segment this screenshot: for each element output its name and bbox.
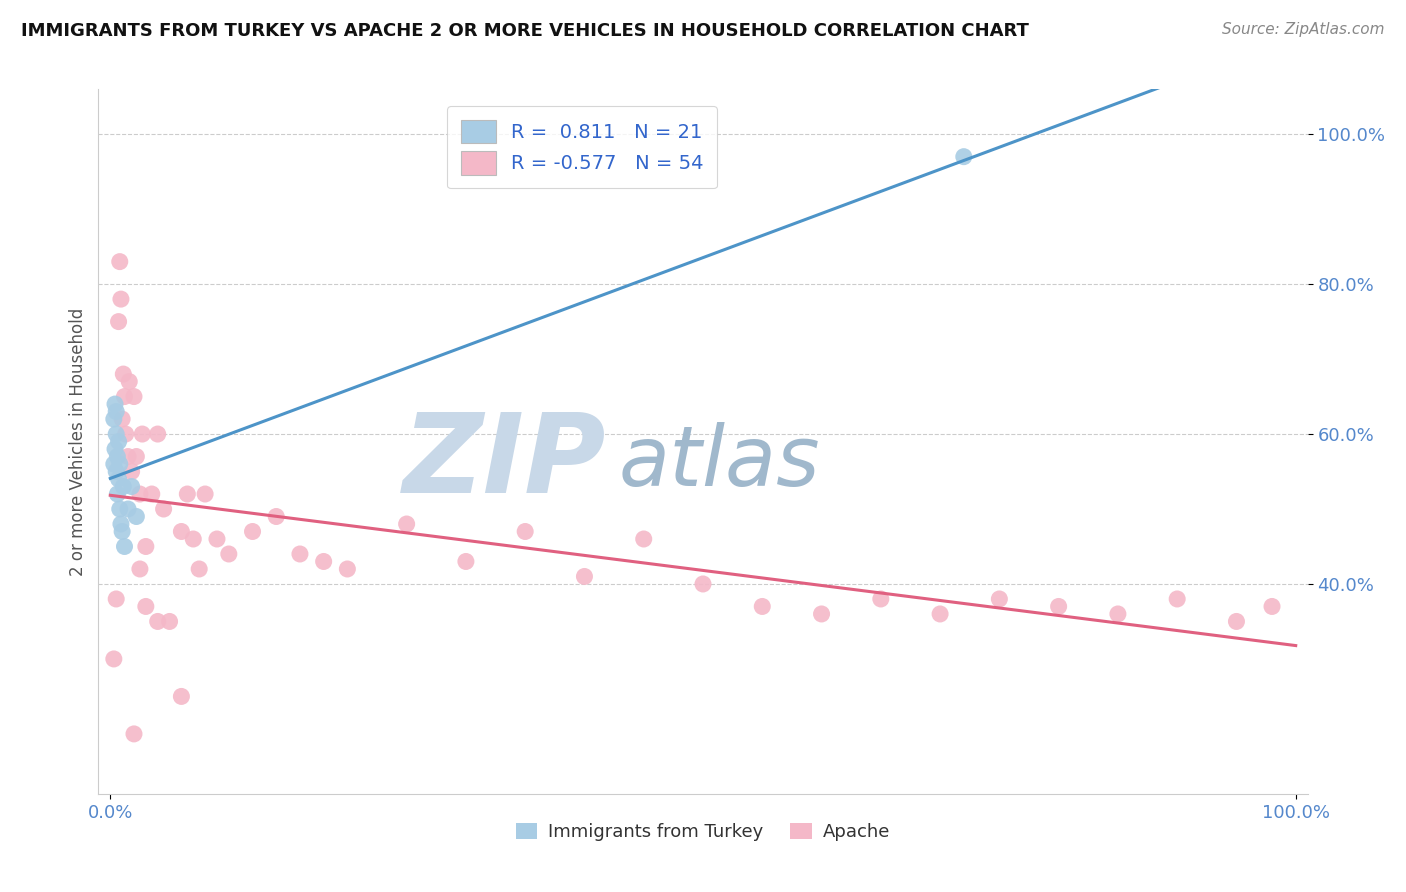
Point [152,502,174,516]
Point [194,487,217,501]
Point [264,509,287,524]
Point [1166,591,1188,606]
Point [146,427,169,442]
Point [146,615,169,629]
Point [117,502,139,516]
Point [114,427,136,442]
Point [176,487,198,501]
Point [121,479,143,493]
Point [125,509,148,524]
Text: Source: ZipAtlas.com: Source: ZipAtlas.com [1222,22,1385,37]
Point [135,599,157,614]
Text: atlas: atlas [619,422,820,503]
Point [105,427,128,442]
Point [122,390,145,404]
Point [574,569,596,583]
Point [170,690,193,704]
Point [111,524,134,539]
Point [218,547,240,561]
Point [135,540,157,554]
Point [869,591,891,606]
Point [159,615,181,629]
Point [114,390,136,404]
Point [633,532,655,546]
Point [312,554,335,568]
Point [1107,607,1129,621]
Point [810,607,832,621]
Point [105,404,128,418]
Point [107,315,129,329]
Point [108,457,131,471]
Point [117,450,139,464]
Text: IMMIGRANTS FROM TURKEY VS APACHE 2 OR MORE VEHICLES IN HOUSEHOLD CORRELATION CHA: IMMIGRANTS FROM TURKEY VS APACHE 2 OR MO… [21,22,1029,40]
Point [288,547,311,561]
Point [336,562,359,576]
Point [110,292,132,306]
Point [170,524,193,539]
Point [515,524,537,539]
Point [110,516,132,531]
Point [104,397,127,411]
Point [107,472,129,486]
Point [131,427,153,442]
Point [105,487,128,501]
Point [751,599,773,614]
Point [104,442,127,456]
Point [952,150,974,164]
Point [103,457,125,471]
Point [114,540,136,554]
Point [129,562,152,576]
Point [205,532,228,546]
Point [105,591,128,606]
Point [141,487,163,501]
Text: ZIP: ZIP [402,409,606,516]
Point [108,502,131,516]
Point [105,450,128,464]
Point [1225,615,1247,629]
Point [105,465,128,479]
Point [454,554,477,568]
Point [121,465,143,479]
Point [125,450,148,464]
Point [103,652,125,666]
Point [395,516,418,531]
Point [107,434,129,449]
Point [129,487,152,501]
Point [181,532,204,546]
Point [103,412,125,426]
Point [112,479,135,493]
Point [929,607,952,621]
Point [1047,599,1070,614]
Point [111,412,134,426]
Point [118,375,141,389]
Point [188,562,211,576]
Point [988,591,1011,606]
Point [108,254,131,268]
Point [242,524,264,539]
Y-axis label: 2 or more Vehicles in Household: 2 or more Vehicles in Household [69,308,87,575]
Point [122,727,145,741]
Legend: Immigrants from Turkey, Apache: Immigrants from Turkey, Apache [509,815,897,848]
Point [112,367,135,381]
Point [1261,599,1284,614]
Point [692,577,714,591]
